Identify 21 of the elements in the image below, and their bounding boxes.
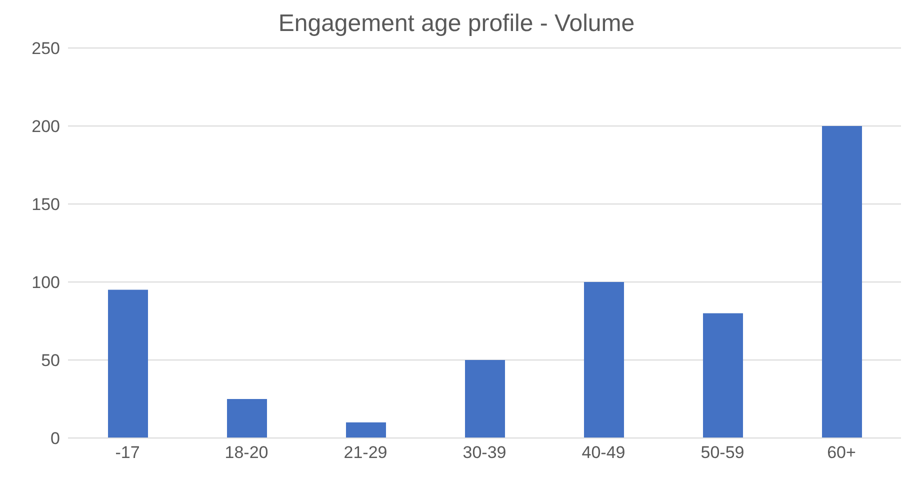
x-tick-label: 60+ <box>827 443 856 462</box>
bar <box>703 313 743 438</box>
y-tick-label: 200 <box>32 117 60 136</box>
bar <box>108 290 148 438</box>
y-tick-label: 250 <box>32 39 60 58</box>
y-tick-label: 100 <box>32 273 60 292</box>
x-tick-label: 18-20 <box>224 443 268 462</box>
x-tick-label: 40-49 <box>582 443 626 462</box>
y-tick-label: 150 <box>32 195 60 214</box>
y-tick-label: 50 <box>41 351 60 370</box>
bar <box>227 399 267 438</box>
x-tick-label: -17 <box>115 443 140 462</box>
x-tick-label: 30-39 <box>462 443 506 462</box>
bar <box>822 126 862 438</box>
bar <box>584 282 624 438</box>
x-tick-label: 50-59 <box>700 443 744 462</box>
bar <box>346 422 386 438</box>
y-tick-label: 0 <box>50 429 60 448</box>
chart-title: Engagement age profile - Volume <box>277 9 636 39</box>
bar <box>465 360 505 438</box>
x-tick-label: 21-29 <box>344 443 388 462</box>
